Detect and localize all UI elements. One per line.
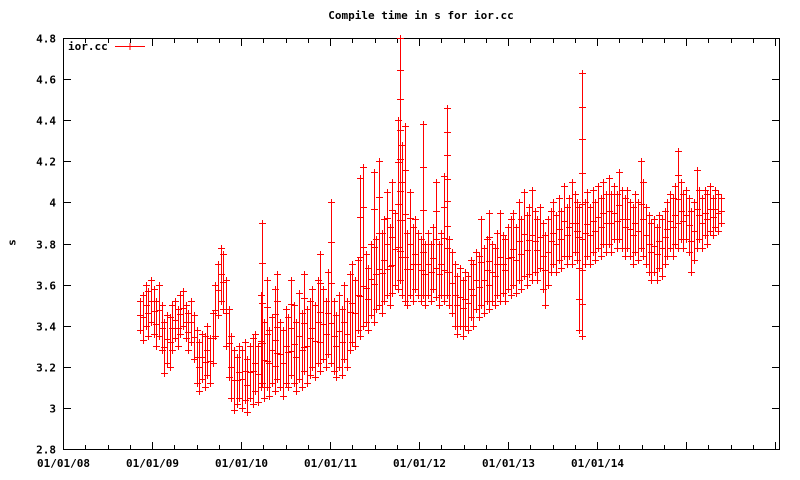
y-tick-label: 4.2 <box>36 156 56 169</box>
y-tick-label: 3.4 <box>36 321 56 334</box>
y-tick-label: 3.8 <box>36 239 56 252</box>
y-tick-label: 2.8 <box>36 444 56 457</box>
errorbar-sample-icon <box>114 43 145 50</box>
x-tick-label: 01/01/11 <box>304 457 357 470</box>
plot-border <box>63 38 780 450</box>
tick-marks <box>63 38 779 450</box>
tick-labels: 01/01/08 01/01/09 01/01/10 01/01/11 01/01/12… <box>36 33 624 471</box>
errorbar-lines <box>140 38 722 413</box>
x-tick-label: 01/01/09 <box>126 457 179 470</box>
legend-series-label: ior.cc <box>68 40 108 53</box>
x-tick-label: 01/01/12 <box>393 457 446 470</box>
y-tick-label: 3 <box>49 403 56 416</box>
x-tick-label: 01/01/13 <box>482 457 535 470</box>
y-tick-label: 4.4 <box>36 115 56 128</box>
x-tick-label: 01/01/10 <box>215 457 268 470</box>
legend: ior.cc <box>68 40 150 53</box>
y-tick-label: 4.6 <box>36 74 56 87</box>
plus-markers <box>137 35 725 416</box>
x-tick-label: 01/01/14 <box>571 457 624 470</box>
chart-title: Compile time in s for ior.cc <box>328 9 514 22</box>
y-tick-label: 4.8 <box>36 33 56 46</box>
y-tick-label: 3.6 <box>36 280 56 293</box>
y-tick-label: 3.2 <box>36 362 56 375</box>
x-tick-label: 01/01/08 <box>37 457 90 470</box>
axes-and-ticks <box>63 38 780 450</box>
series-errorbars <box>137 35 725 416</box>
y-tick-label: 4 <box>49 197 56 210</box>
